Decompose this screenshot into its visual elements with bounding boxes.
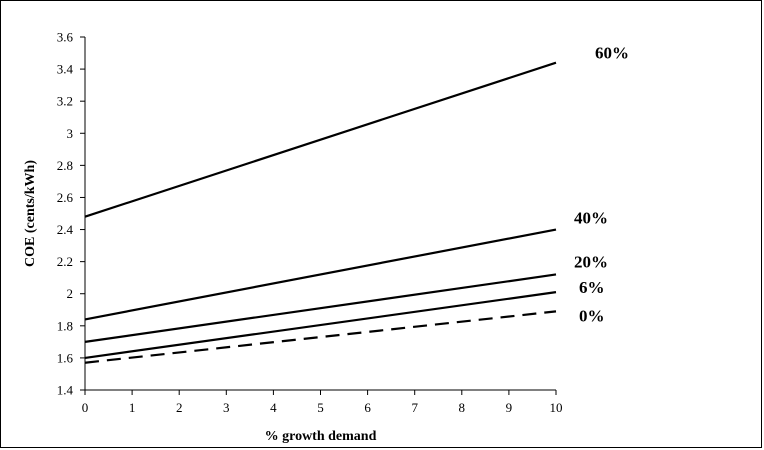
y-tick-label: 3.6 bbox=[57, 30, 74, 45]
x-tick-label: 9 bbox=[506, 400, 513, 415]
y-tick-label: 3 bbox=[67, 126, 74, 141]
y-tick-label: 2.8 bbox=[57, 158, 73, 173]
x-tick-label: 2 bbox=[176, 400, 183, 415]
series-label-40pct: 40% bbox=[574, 209, 608, 228]
x-tick-label: 8 bbox=[459, 400, 466, 415]
x-axis-title: % growth demand bbox=[265, 429, 377, 444]
series-labels: 60% 40% 20% 6% 0% bbox=[574, 44, 629, 326]
y-tick-label: 1.4 bbox=[57, 383, 74, 398]
series-label-0pct: 0% bbox=[579, 306, 605, 325]
y-tick-label: 3.2 bbox=[57, 94, 73, 109]
chart-series bbox=[84, 61, 557, 364]
x-tick-label: 7 bbox=[411, 400, 418, 415]
series-line-20pct bbox=[84, 273, 557, 343]
y-tick-label: 1.6 bbox=[57, 350, 74, 365]
series-line-60pct bbox=[84, 61, 557, 218]
series-label-6pct: 6% bbox=[579, 278, 605, 297]
y-tick-label: 2 bbox=[67, 286, 74, 301]
series-line-40pct bbox=[84, 228, 557, 321]
y-axis-title: COE (cents/kWh) bbox=[23, 160, 38, 267]
x-tick-label: 0 bbox=[82, 400, 89, 415]
y-tick-label: 2.2 bbox=[57, 254, 73, 269]
y-tick-label: 1.8 bbox=[57, 318, 73, 333]
x-tick-label: 1 bbox=[129, 400, 136, 415]
series-line-0pct bbox=[84, 310, 557, 364]
series-line-6pct bbox=[84, 291, 557, 359]
x-tick-label: 10 bbox=[550, 400, 563, 415]
y-tick-label: 3.4 bbox=[57, 62, 74, 77]
x-tick-label: 6 bbox=[364, 400, 371, 415]
chart-axes: 1.4 1.6 1.8 2 2.2 2.4 2.6 2.8 3 3.2 3.4 3.6 0 1 2 3 4 5 6 7… bbox=[57, 30, 563, 416]
y-tick-label: 2.6 bbox=[57, 190, 74, 205]
series-label-60pct: 60% bbox=[595, 44, 629, 63]
x-tick-label: 5 bbox=[317, 400, 324, 415]
series-label-20pct: 20% bbox=[574, 252, 608, 271]
x-tick-label: 4 bbox=[270, 400, 277, 415]
x-tick-label: 3 bbox=[223, 400, 230, 415]
y-tick-label: 2.4 bbox=[57, 222, 74, 237]
